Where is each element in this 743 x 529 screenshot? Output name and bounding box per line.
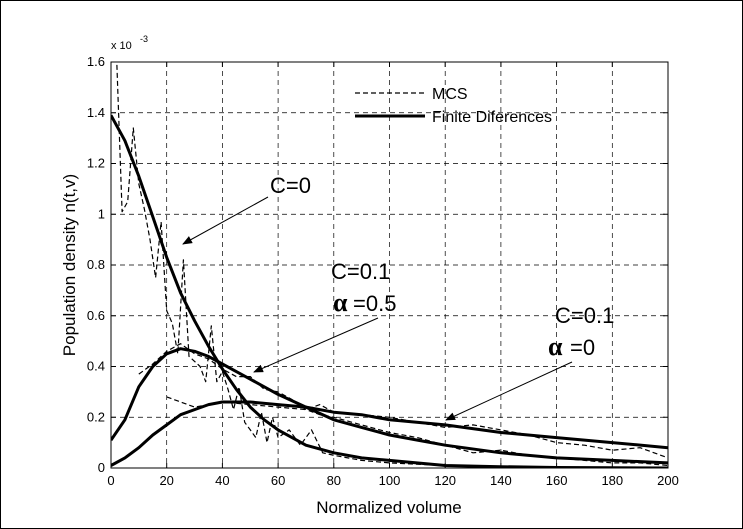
x-tick-label: 180	[601, 473, 623, 488]
x-tick-label: 140	[490, 473, 512, 488]
series-line-5-mcs	[166, 396, 668, 459]
y-tick-label: 1.4	[87, 105, 105, 120]
legend: MCS Finite Diferences	[355, 86, 552, 126]
y-multiplier-exponent: -3	[140, 34, 148, 44]
y-axis-title: Population density n(t,v)	[60, 174, 79, 356]
x-tick-label: 200	[657, 473, 679, 488]
annotations: C=0 C=0.1 α =0.5 C=0.1 α =0	[182, 173, 614, 421]
series-line-2-finite-differences	[111, 347, 668, 465]
y-tick-label: 0.4	[87, 359, 105, 374]
annotation-c01-a0-arrow	[445, 361, 573, 421]
series-line-1-mcs	[116, 62, 668, 468]
annotation-alpha-a-value: =0.5	[353, 291, 396, 316]
legend-label-mcs: MCS	[432, 86, 468, 103]
annotation-c0: C=0	[270, 173, 311, 198]
x-axis-title: Normalized volume	[316, 498, 462, 517]
x-tick-label: 20	[159, 473, 173, 488]
x-tick-label: 160	[546, 473, 568, 488]
legend-label-finite-differences: Finite Diferences	[432, 109, 552, 126]
annotation-alpha-a-symbol: α	[333, 288, 348, 317]
x-tick-label: 100	[379, 473, 401, 488]
x-tick-label: 80	[327, 473, 341, 488]
annotation-c01-a05-arrow	[253, 317, 379, 373]
x-tick-label: 120	[434, 473, 456, 488]
annotation-alpha-b-symbol: α	[548, 332, 563, 361]
y-tick-label: 0.2	[87, 409, 105, 424]
series-group	[111, 62, 668, 468]
y-tick-label: 0	[98, 460, 105, 475]
y-tick-label: 0.8	[87, 257, 105, 272]
grid-lines	[111, 62, 668, 468]
annotation-c0-arrow	[182, 196, 269, 245]
annotation-c01-a: C=0.1	[331, 259, 390, 284]
y-tick-label: 0.6	[87, 308, 105, 323]
y-tick-label: 1.2	[87, 156, 105, 171]
y-tick-label: 1	[98, 206, 105, 221]
axis-ticks: 0 20 40 60 80 100 120 140 160 180 200 0 0.2 0.4 0.6 0.8…	[87, 54, 679, 488]
x-tick-label: 0	[107, 473, 114, 488]
x-tick-label: 60	[271, 473, 285, 488]
x-tick-label: 40	[215, 473, 229, 488]
annotation-c01-b: C=0.1	[555, 303, 614, 328]
y-tick-label: 1.6	[87, 54, 105, 69]
series-line-4-finite-differences	[111, 400, 668, 467]
annotation-alpha-b-value: =0	[570, 335, 595, 360]
y-multiplier-label: x 10	[111, 40, 132, 52]
series-line-3-mcs	[138, 343, 668, 467]
